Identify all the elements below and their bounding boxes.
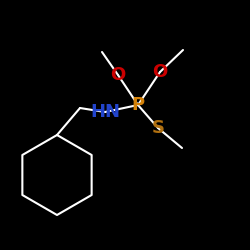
Text: O: O <box>110 66 126 84</box>
Text: P: P <box>132 96 144 114</box>
Text: HN: HN <box>90 103 120 121</box>
Text: O: O <box>152 63 168 81</box>
Text: S: S <box>152 119 164 137</box>
